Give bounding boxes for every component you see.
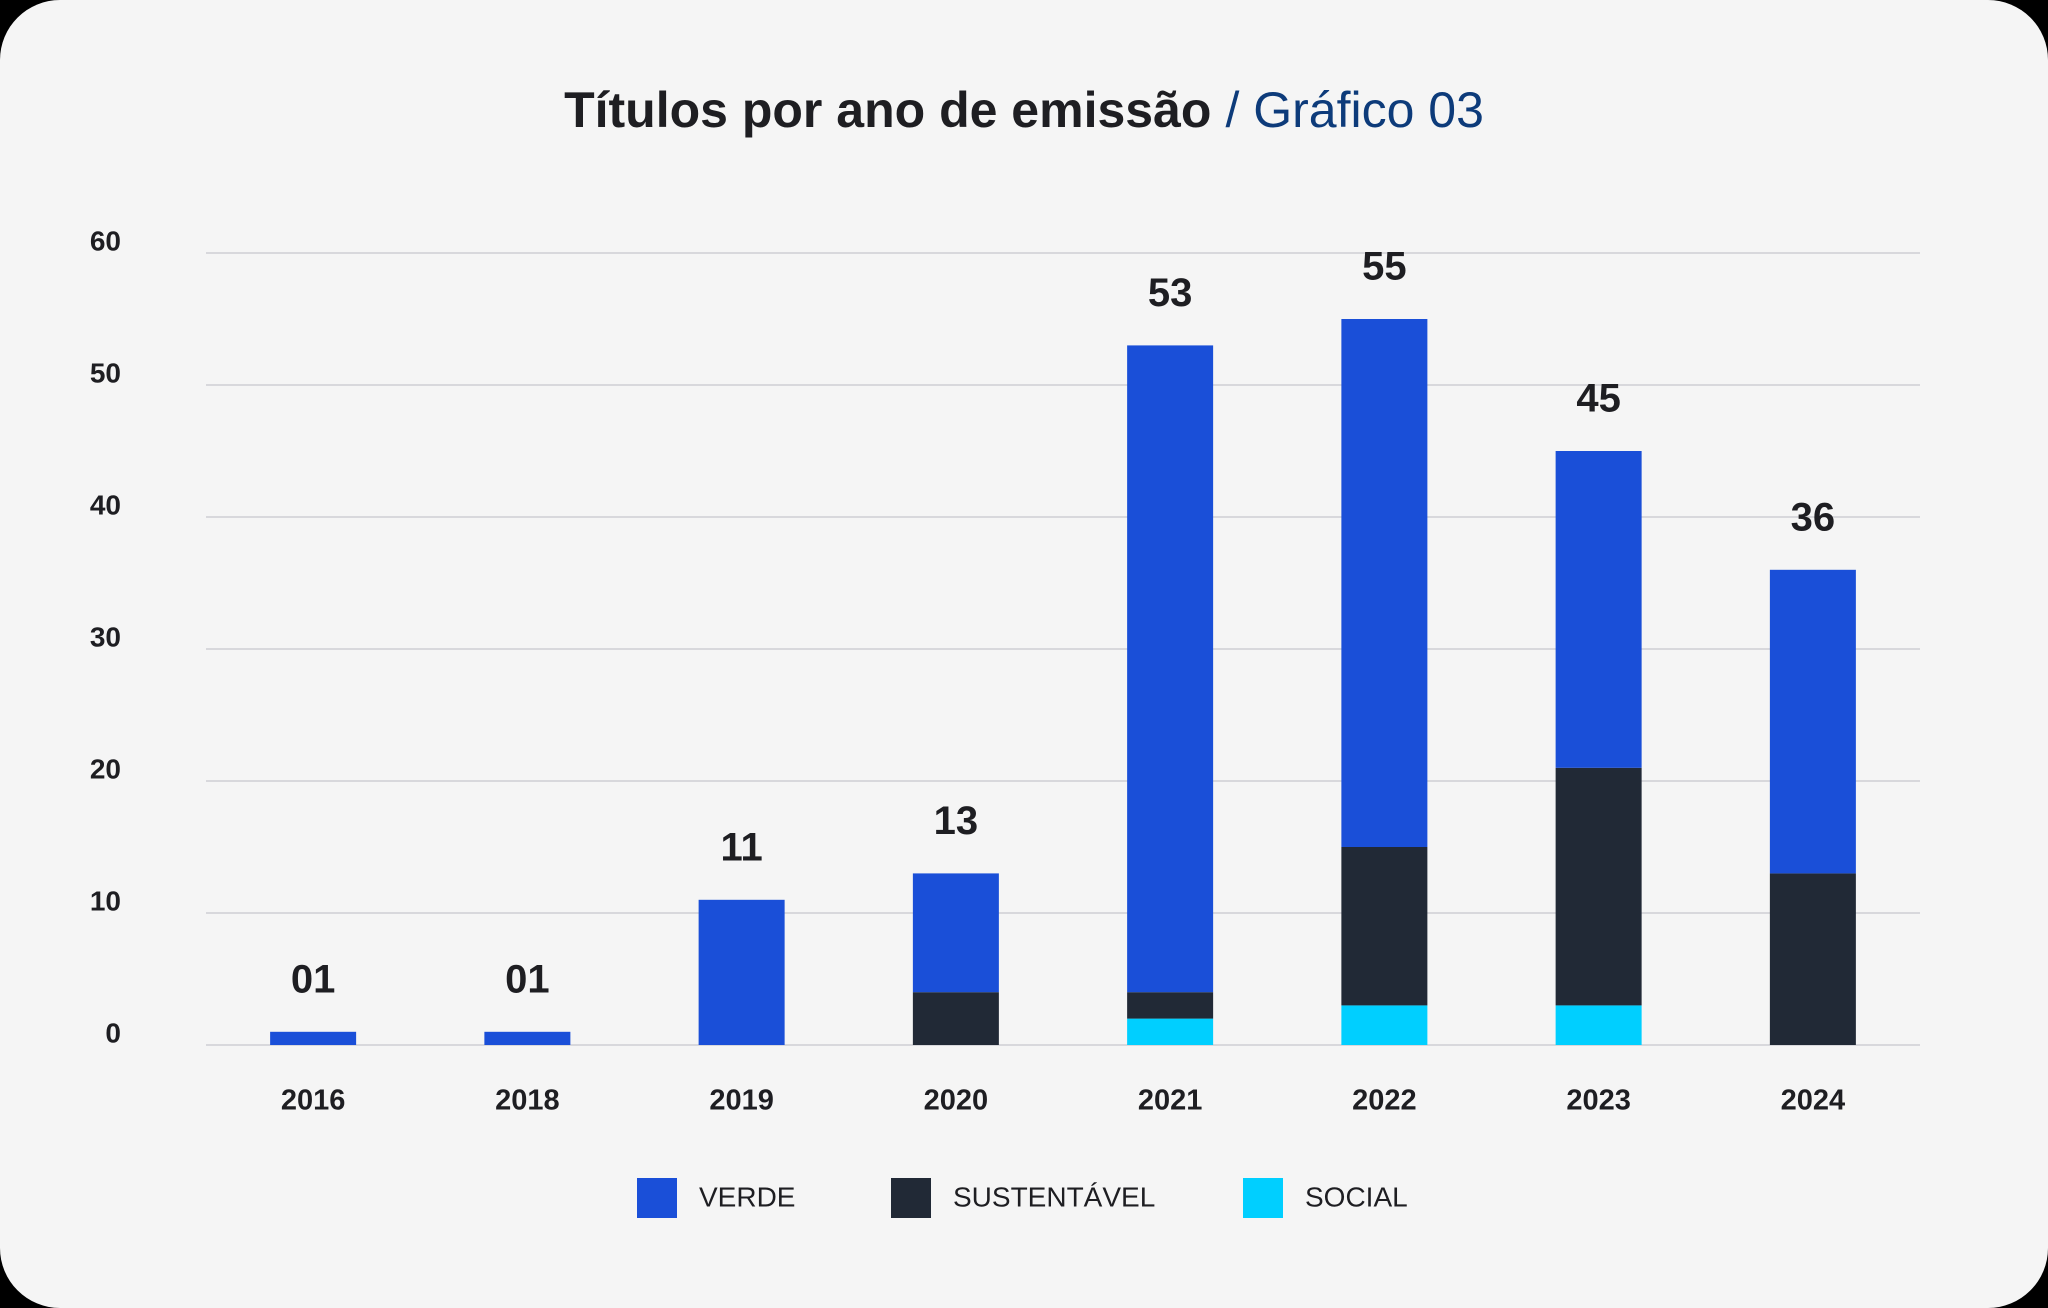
x-tick-label: 2016 (281, 1085, 346, 1117)
x-tick-label: 2021 (1138, 1085, 1203, 1117)
bar-segment (484, 1031, 571, 1045)
legend-swatch (637, 1178, 677, 1218)
total-label: 53 (1148, 271, 1193, 315)
bar-segment (1127, 992, 1214, 1019)
bar-segment (1341, 319, 1428, 847)
legend-swatch (891, 1178, 931, 1218)
bar-segment (1341, 847, 1428, 1006)
total-label: 01 (291, 957, 336, 1001)
chart-heading: Títulos por ano de emissão / Gráfico 03 (564, 82, 1484, 138)
legend-label: VERDE (699, 1181, 795, 1212)
y-tick-label: 50 (90, 357, 121, 388)
x-tick-label: 2019 (709, 1085, 774, 1117)
total-label: 11 (720, 825, 762, 869)
bar-segment (1127, 345, 1214, 993)
total-label: 13 (934, 799, 979, 843)
bar-segment (1769, 873, 1856, 1045)
total-label: 45 (1576, 377, 1621, 421)
legend-label: SOCIAL (1305, 1181, 1408, 1212)
chart-title: Títulos por ano de emissão (564, 82, 1211, 138)
x-tick-label: 2023 (1566, 1085, 1631, 1117)
x-tick-label: 2022 (1352, 1085, 1417, 1117)
bar-segment (698, 899, 785, 1045)
y-tick-label: 20 (90, 753, 121, 784)
bar-segment (912, 873, 999, 993)
bar-segment (1555, 451, 1642, 768)
y-tick-label: 0 (105, 1017, 121, 1048)
bar-segment (1555, 1005, 1642, 1045)
bar-segment (912, 992, 999, 1045)
total-label: 55 (1362, 245, 1407, 289)
bar-segment (1341, 1005, 1428, 1045)
y-tick-label: 10 (90, 885, 121, 916)
bar-segment (1127, 1018, 1214, 1045)
y-tick-label: 60 (90, 225, 121, 256)
bar-segment (270, 1031, 357, 1045)
x-tick-label: 2020 (924, 1085, 989, 1117)
bar-segment (1555, 767, 1642, 1006)
x-tick-label: 2018 (495, 1085, 560, 1117)
y-tick-label: 30 (90, 621, 121, 652)
total-label: 36 (1791, 495, 1836, 539)
x-tick-label: 2024 (1781, 1085, 1846, 1117)
total-label: 01 (505, 957, 550, 1001)
legend-swatch (1243, 1178, 1283, 1218)
bar-segment (1769, 569, 1856, 874)
y-tick-label: 40 (90, 489, 121, 520)
legend-label: SUSTENTÁVEL (953, 1181, 1155, 1212)
chart-subtitle: / Gráfico 03 (1225, 82, 1483, 138)
